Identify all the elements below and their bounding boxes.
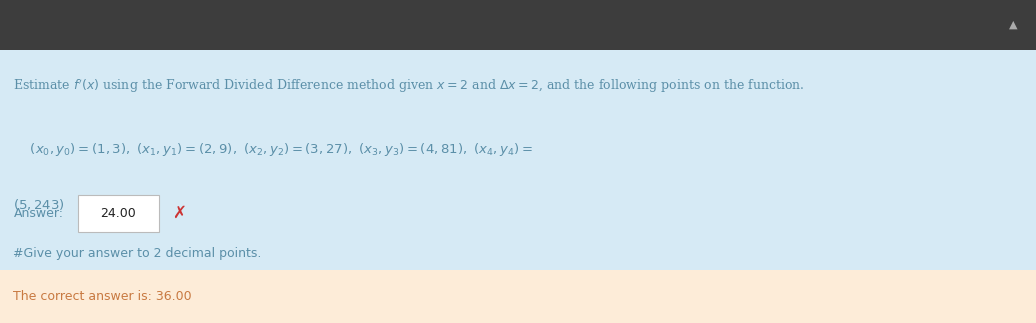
Text: #Give your answer to 2 decimal points.: #Give your answer to 2 decimal points.: [13, 247, 262, 260]
Text: ▲: ▲: [1009, 20, 1017, 30]
Text: Estimate $f'(x)$ using the Forward Divided Difference method given $x = 2$ and $: Estimate $f'(x)$ using the Forward Divid…: [13, 78, 805, 95]
FancyBboxPatch shape: [0, 270, 1036, 323]
Text: 24.00: 24.00: [100, 207, 136, 220]
Text: ✗: ✗: [172, 204, 185, 222]
FancyBboxPatch shape: [0, 50, 1036, 270]
Text: The correct answer is: 36.00: The correct answer is: 36.00: [13, 290, 192, 303]
Text: $(x_0, y_0) = (1, 3),\ (x_1, y_1) = (2, 9),\ (x_2, y_2) = (3, 27),\ (x_3, y_3) =: $(x_0, y_0) = (1, 3),\ (x_1, y_1) = (2, …: [13, 141, 534, 158]
FancyBboxPatch shape: [78, 194, 159, 232]
Text: Answer:: Answer:: [13, 207, 63, 220]
Text: $(5, 243)$: $(5, 243)$: [13, 197, 65, 212]
